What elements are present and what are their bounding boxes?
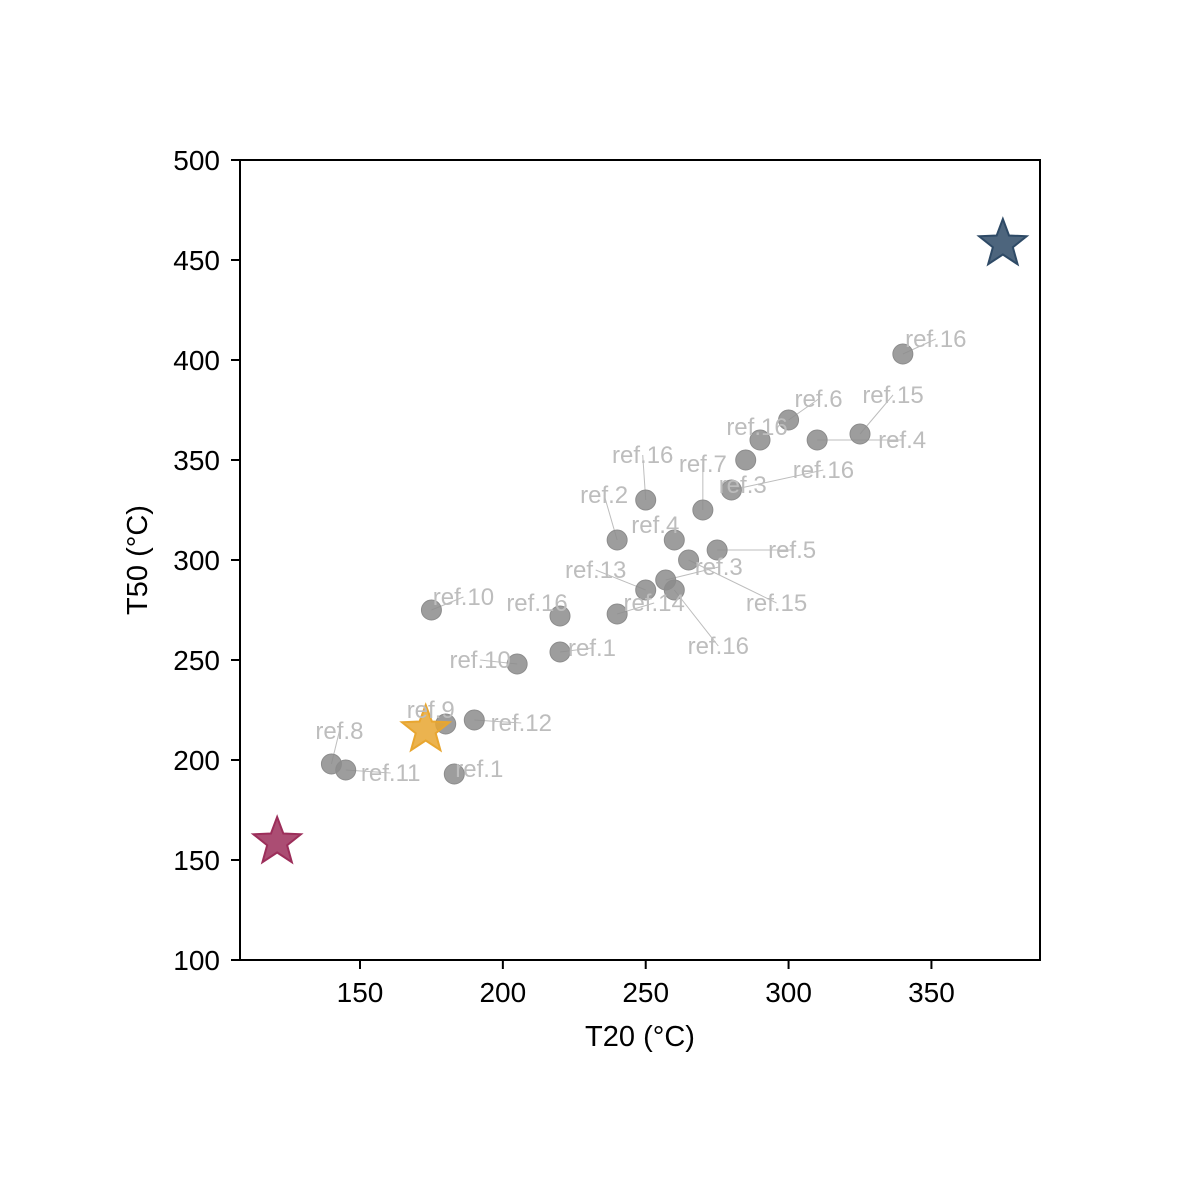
data-points xyxy=(320,343,914,785)
y-tick-label: 400 xyxy=(173,345,220,376)
x-tick-label: 250 xyxy=(622,977,669,1008)
label-leader-line xyxy=(673,589,719,647)
point-label: ref.3 xyxy=(695,554,743,581)
data-point xyxy=(463,709,485,731)
data-point xyxy=(749,429,771,451)
data-point xyxy=(443,763,465,785)
y-tick-label: 150 xyxy=(173,845,220,876)
point-label: ref.9 xyxy=(407,697,455,724)
data-point xyxy=(663,529,685,551)
point-label: ref.1 xyxy=(455,756,503,783)
point-label: ref.5 xyxy=(768,537,816,564)
data-point xyxy=(549,641,571,663)
data-point xyxy=(806,429,828,451)
star-markers xyxy=(250,216,1030,865)
data-point xyxy=(635,579,657,601)
data-point xyxy=(663,579,685,601)
point-label: ref.4 xyxy=(878,427,926,454)
y-tick-label: 100 xyxy=(173,945,220,976)
data-point xyxy=(706,539,728,561)
x-axis-label: T20 (°C) xyxy=(585,1021,695,1053)
y-tick-label: 450 xyxy=(173,245,220,276)
data-point xyxy=(549,605,571,627)
data-point xyxy=(606,529,628,551)
label-leader-line xyxy=(731,469,824,491)
x-tick-label: 350 xyxy=(908,977,955,1008)
data-point xyxy=(692,499,714,521)
data-point xyxy=(735,449,757,471)
y-tick-label: 350 xyxy=(173,445,220,476)
label-leader-line xyxy=(688,559,777,604)
data-point xyxy=(335,759,357,781)
data-point xyxy=(635,489,657,511)
y-tick-label: 200 xyxy=(173,745,220,776)
plot-frame xyxy=(239,159,1041,961)
data-point xyxy=(892,343,914,365)
x-tick-label: 200 xyxy=(479,977,526,1008)
y-tick-label: 500 xyxy=(173,145,220,176)
point-label: ref.7 xyxy=(679,451,727,478)
x-tick-label: 150 xyxy=(337,977,384,1008)
point-label: ref.12 xyxy=(491,710,552,737)
data-point xyxy=(506,653,528,675)
point-label: ref.16 xyxy=(905,326,966,353)
point-label: ref.10 xyxy=(433,584,494,611)
point-label: ref.14 xyxy=(623,590,684,617)
point-label: ref.13 xyxy=(565,557,626,584)
point-label: ref.8 xyxy=(315,718,363,745)
data-point xyxy=(678,549,700,571)
star-marker xyxy=(399,702,453,753)
point-label: ref.16 xyxy=(506,590,567,617)
point-label: ref.11 xyxy=(361,760,421,787)
data-point xyxy=(849,423,871,445)
star-marker xyxy=(976,216,1030,267)
y-axis-label: T50 (°C) xyxy=(122,505,154,615)
star-marker xyxy=(250,814,304,865)
data-point xyxy=(606,603,628,625)
data-point xyxy=(778,409,800,431)
y-tick-label: 250 xyxy=(173,645,220,676)
point-label: ref.16 xyxy=(612,442,673,469)
point-label: ref.15 xyxy=(746,590,807,617)
x-tick-label: 300 xyxy=(765,977,812,1008)
point-label: ref.2 xyxy=(580,482,628,509)
data-point xyxy=(420,599,442,621)
data-point xyxy=(720,479,742,501)
point-label: ref.16 xyxy=(793,457,854,484)
point-label: ref.3 xyxy=(719,472,767,499)
point-label: ref.6 xyxy=(795,386,843,413)
point-label: ref.15 xyxy=(862,382,923,409)
axes: 150 200 250 300 350 100 150 200 250 300 350 400 450 5… xyxy=(173,145,955,1008)
y-tick-label: 300 xyxy=(173,545,220,576)
point-label: ref.10 xyxy=(449,647,510,674)
point-label: ref.1 xyxy=(568,635,616,662)
point-label: ref.16 xyxy=(688,633,749,660)
point-label: ref.16 xyxy=(726,414,787,441)
point-label: ref.4 xyxy=(631,512,679,539)
